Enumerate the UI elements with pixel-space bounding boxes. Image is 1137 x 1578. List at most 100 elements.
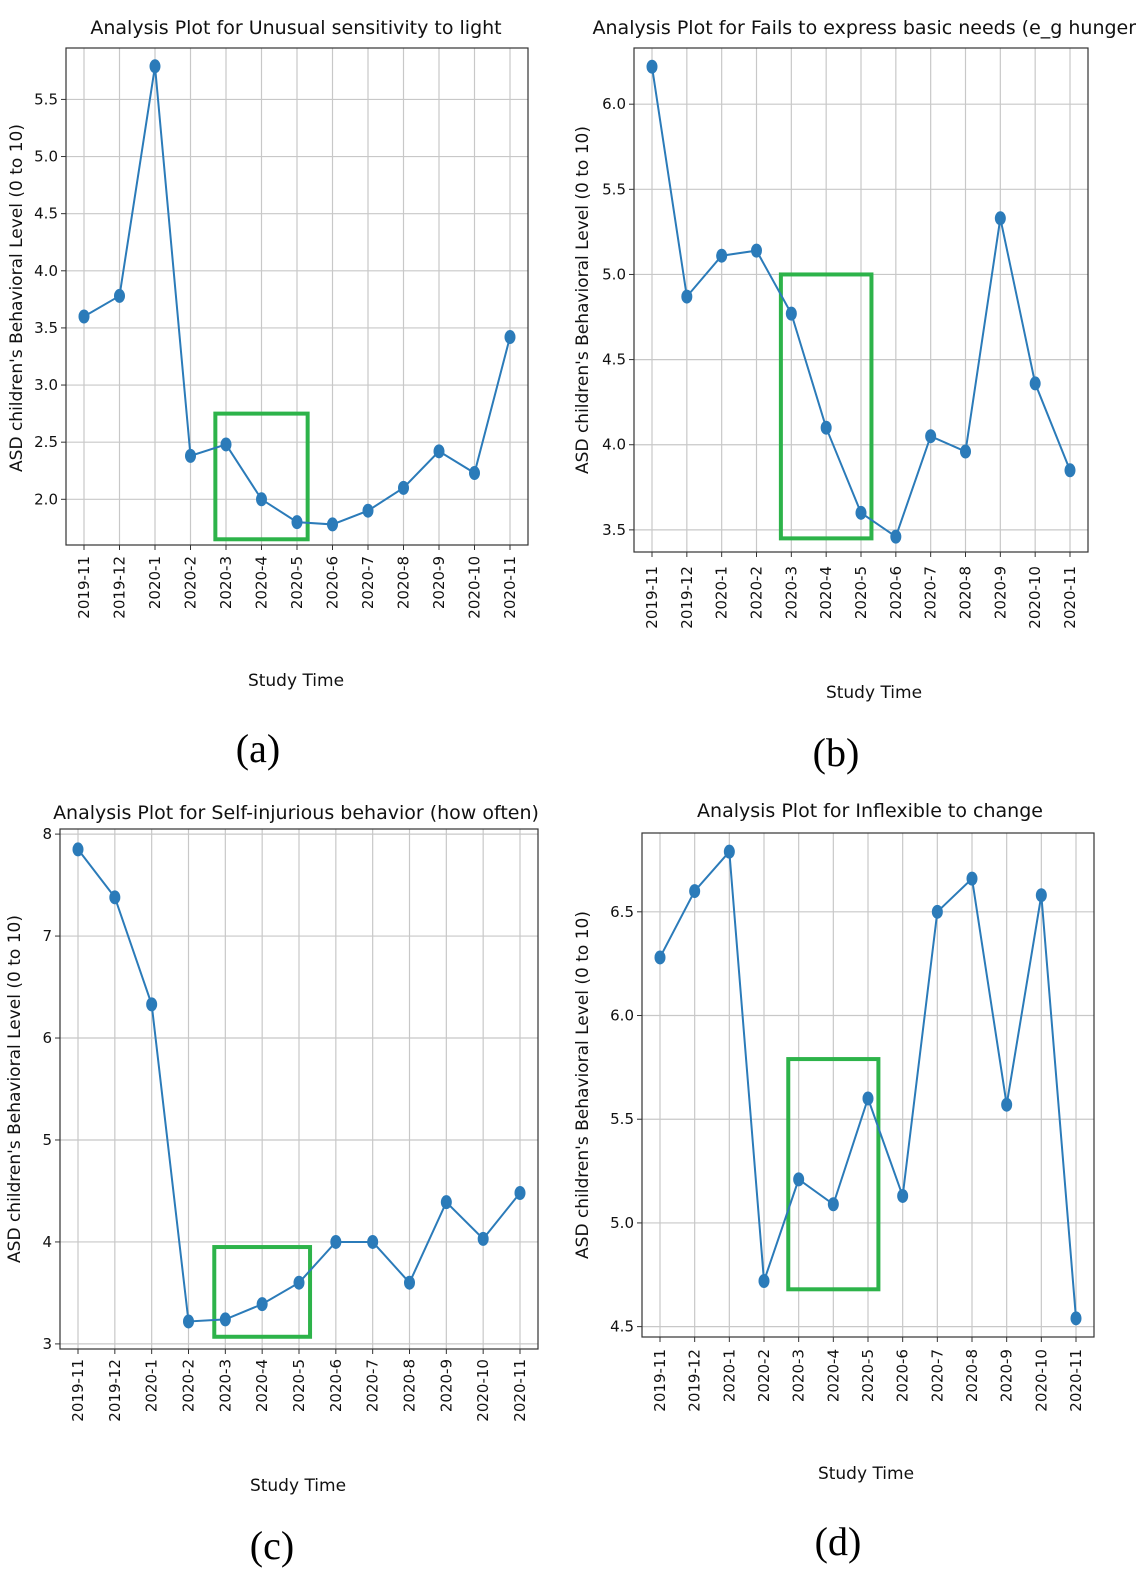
x-tick-label: 2020-3 [782,566,800,619]
chart-c-svg: Analysis Plot for Self-injurious behavio… [5,802,539,1568]
chart-panel-d: Analysis Plot for Inflexible to change 4.… [568,789,1136,1578]
y-tick-label: 3.5 [34,319,58,337]
data-point [220,437,232,452]
x-tick-label: 2020-3 [790,1349,808,1402]
x-tick-label: 2020-11 [1067,1349,1085,1412]
x-axis-label: Study Time [818,1464,914,1484]
chart-panel-c: Analysis Plot for Self-injurious behavio… [0,789,568,1578]
y-tick-label: 5 [42,1131,52,1149]
chart-title: Analysis Plot for Self-injurious behavio… [53,802,539,824]
x-tick-label: 2020-9 [437,1359,455,1412]
x-tick-label: 2020-1 [143,1359,161,1412]
x-tick-label: 2020-11 [1061,566,1079,629]
panel-caption: (d) [815,1519,862,1564]
x-tick-label: 2019-11 [69,1359,87,1422]
x-tick-label: 2020-4 [253,556,271,609]
chart-d-svg: Analysis Plot for Inflexible to change 4.… [573,800,1095,1564]
x-tick-label: 2020-10 [474,1359,492,1422]
highlight-box [213,411,310,542]
x-tick-label: 2020-11 [511,1359,529,1422]
x-tick-label: 2020-1 [720,1349,738,1402]
x-tick-label: 2020-1 [146,556,164,609]
x-tick-label: 2020-6 [327,1359,345,1412]
data-point [646,59,658,74]
data-point [994,211,1006,226]
data-point [185,448,196,463]
chart-b-svg: Analysis Plot for Fails to express basic… [573,17,1136,775]
data-point [758,1274,770,1288]
chart-panel-a: Analysis Plot for Unusual sensitivity to… [0,0,568,789]
y-tick-label: 4.5 [610,1318,634,1336]
x-tick-label: 2019-11 [651,1349,669,1412]
data-point [1064,463,1076,478]
x-tick-label: 2020-9 [430,556,448,609]
x-tick-label: 2020-7 [359,556,377,609]
data-point [827,1197,839,1212]
x-tick-label: 2020-2 [180,1359,198,1412]
x-tick-label: 2020-10 [1026,566,1044,629]
y-tick-label: 5.5 [602,180,626,198]
data-point [78,309,90,324]
x-tick-label: 2020-2 [748,566,766,619]
y-axis-label: ASD children's Behavioral Level (0 to 10… [573,126,593,474]
x-tick-label: 2020-10 [1032,1349,1050,1412]
y-tick-label: 3.5 [602,521,626,539]
data-point [681,289,693,304]
data-point [785,306,797,321]
data-point [327,517,338,532]
data-point [1035,888,1047,903]
data-point [72,842,84,857]
x-tick-label: 2020-6 [894,1349,912,1402]
y-tick-label: 7 [42,927,52,945]
y-tick-label: 6.0 [602,95,626,113]
y-tick-label: 4.5 [602,351,626,369]
x-tick-label: 2020-5 [290,1359,308,1412]
y-tick-label: 4.5 [34,205,58,223]
y-tick-label: 5.0 [602,265,626,283]
y-tick-label: 6 [42,1029,52,1047]
y-tick-label: 2.0 [34,490,58,508]
x-tick-label: 2019-11 [75,556,93,619]
x-tick-label: 2020-9 [991,566,1009,619]
data-point [855,505,867,520]
chart-a-svg: Analysis Plot for Unusual sensitivity to… [7,17,529,771]
x-tick-label: 2019-12 [678,566,696,629]
data-point [925,429,937,444]
data-point [514,1186,526,1200]
data-point [367,1234,379,1249]
chart-title: Analysis Plot for Fails to express basic… [593,17,1136,39]
data-point [183,1314,194,1329]
data-point [256,1297,268,1312]
data-point [404,1275,415,1290]
x-tick-label: 2020-3 [216,1359,234,1412]
highlight-box [212,1245,313,1339]
data-point [1070,1311,1082,1326]
chart-title: Analysis Plot for Inflexible to change [697,800,1043,822]
y-axis-label: ASD children's Behavioral Level (0 to 10… [7,124,27,472]
data-point [966,871,978,886]
data-point [716,248,728,263]
y-tick-label: 5.0 [34,148,58,166]
y-axis-label: ASD children's Behavioral Level (0 to 10… [5,915,25,1263]
data-point [689,884,701,899]
chart-panel-b: Analysis Plot for Fails to express basic… [568,0,1136,789]
y-tick-label: 4.0 [34,262,58,280]
x-tick-label: 2020-7 [364,1359,382,1412]
x-tick-label: 2020-4 [817,566,835,619]
x-tick-label: 2020-2 [755,1349,773,1402]
y-tick-label: 5.5 [34,90,58,108]
x-tick-label: 2020-5 [852,566,870,619]
y-tick-label: 3 [42,1335,52,1353]
data-point [820,420,832,435]
data-point [931,904,943,919]
data-point [146,997,158,1012]
y-tick-label: 6.0 [610,1007,634,1025]
x-tick-label: 2020-10 [466,556,484,619]
y-tick-label: 4 [42,1233,52,1251]
data-point [890,529,902,544]
x-tick-label: 2019-11 [643,566,661,629]
chart-title: Analysis Plot for Unusual sensitivity to… [90,17,501,39]
x-tick-label: 2020-5 [288,556,306,609]
data-point [723,844,735,859]
x-tick-label: 2020-2 [182,556,200,609]
